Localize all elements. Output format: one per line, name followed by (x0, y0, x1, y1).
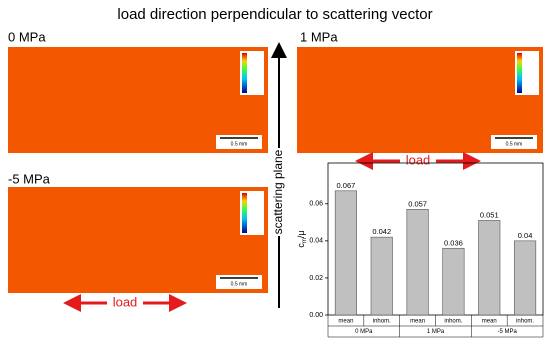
y-tick-label: 0.02 (309, 275, 323, 282)
map-label: -5 MPa (8, 171, 51, 186)
x-tick-label: mean (410, 319, 425, 325)
y-axis-label-part: /μ (296, 230, 306, 238)
map-label: 0 MPa (8, 29, 46, 44)
load-label: load (113, 294, 138, 309)
value-label: 0.036 (444, 238, 463, 247)
x-tick-label: inhom. (516, 319, 534, 325)
value-label: 0.042 (372, 227, 391, 236)
y-tick-label: 0.06 (309, 201, 323, 208)
x-tick-label: mean (338, 319, 353, 325)
bar (442, 247, 465, 316)
y-axis-label-part: m (302, 238, 308, 243)
group-label: -5 MPa (497, 329, 517, 335)
y-tick-label: 0.00 (309, 312, 323, 319)
y-tick-label: 0.04 (309, 238, 323, 245)
x-tick-label: inhom. (444, 319, 462, 325)
plot-frame (327, 162, 544, 316)
load-label: load (406, 152, 431, 167)
colorbar (517, 53, 522, 93)
bar (370, 236, 393, 316)
label-gap (272, 148, 286, 236)
colorbar (242, 193, 247, 233)
scale-bar-label: 0.5 mm (506, 141, 523, 147)
y-axis-label: cm/μ (296, 230, 307, 247)
scale-bar-label: 0.5 mm (231, 281, 248, 287)
colorbar (242, 53, 247, 93)
value-label: 0.04 (518, 231, 533, 240)
bar (406, 209, 429, 316)
value-label: 0.067 (337, 181, 356, 190)
x-tick-label: mean (482, 319, 497, 325)
label-gap (400, 153, 436, 169)
bar (514, 240, 537, 316)
group-label: 0 MPa (355, 329, 373, 335)
value-label: 0.051 (480, 210, 499, 219)
label-gap (107, 295, 143, 311)
bar-chart: 0.00 0.02 0.04 0.06 cm/μ 0.067 mean 0.042 inhom.… (296, 162, 544, 338)
scale-bar-label: 0.5 mm (231, 141, 248, 147)
value-label: 0.057 (408, 199, 427, 208)
figure-title: load direction perpendicular to scatteri… (117, 6, 432, 23)
x-tick-label: inhom. (373, 319, 391, 325)
vertical-arrow-label: scattering plane (271, 149, 285, 234)
map-label: 1 MPa (300, 29, 338, 44)
y-axis-label-part: c (296, 243, 306, 248)
bar (478, 220, 501, 316)
bar (334, 190, 357, 316)
group-label: 1 MPa (427, 329, 445, 335)
maps: 0 MPa 0.5 mm 1 MPa 0.5 mm -5 MPa 0.5 mm (8, 29, 543, 293)
